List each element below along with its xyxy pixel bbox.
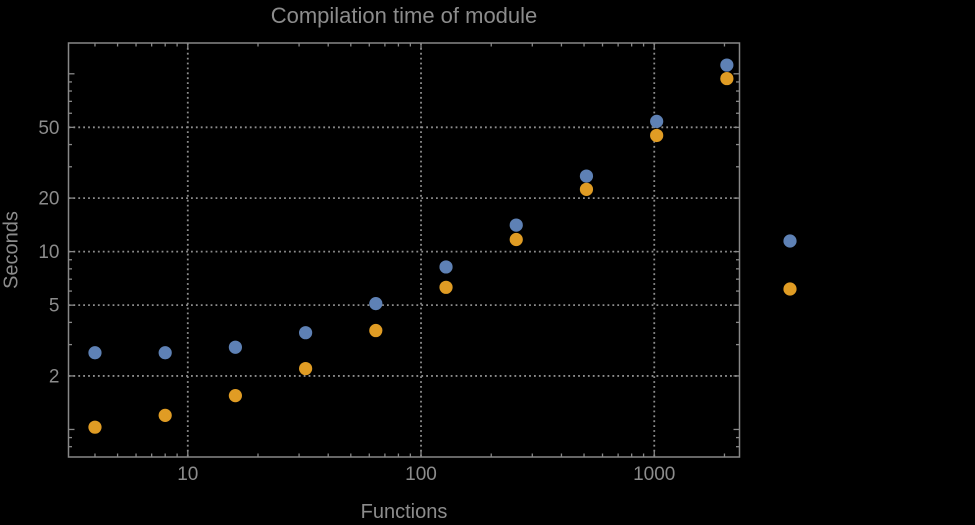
legend-marker-series-1-blue: [783, 234, 797, 248]
data-point-series-2-orange: [579, 182, 594, 196]
data-point-series-2-orange: [299, 361, 313, 376]
x-tick-label: 1000: [633, 464, 675, 485]
data-point-series-1-blue: [88, 346, 102, 360]
data-point-series-2-orange: [369, 323, 383, 338]
data-point-series-2-orange: [88, 420, 102, 434]
x-axis-title: Functions: [360, 501, 448, 523]
data-point-series-2-orange: [650, 128, 664, 143]
y-tick-label: 20: [38, 189, 59, 210]
legend-marker-series-2-orange: [783, 282, 797, 296]
data-point-series-2-orange: [720, 71, 734, 86]
chart-title: Compilation time of module: [270, 3, 538, 28]
data-point-series-1-blue: [228, 340, 242, 354]
data-point-series-2-orange: [509, 232, 523, 247]
data-point-series-2-orange: [228, 389, 242, 403]
data-point-series-1-blue: [439, 260, 453, 274]
x-tick-label: 100: [405, 464, 437, 485]
data-point-series-2-orange: [439, 280, 453, 294]
data-point-series-1-blue: [509, 218, 523, 232]
y-tick-label: 50: [38, 118, 59, 139]
data-point-series-1-blue: [158, 346, 172, 360]
data-point-series-1-blue: [369, 297, 383, 311]
y-tick-label: 10: [38, 242, 59, 263]
data-point-series-1-blue: [650, 114, 664, 128]
data-point-series-1-blue: [299, 326, 313, 340]
plot-frame: [67, 42, 741, 458]
y-tick-label: 5: [49, 296, 60, 317]
data-point-series-2-orange: [158, 408, 172, 422]
x-tick-label: 10: [177, 464, 198, 485]
data-point-series-1-blue: [720, 58, 734, 72]
data-point-series-1-blue: [579, 169, 594, 183]
y-tick-label: 2: [49, 366, 60, 387]
